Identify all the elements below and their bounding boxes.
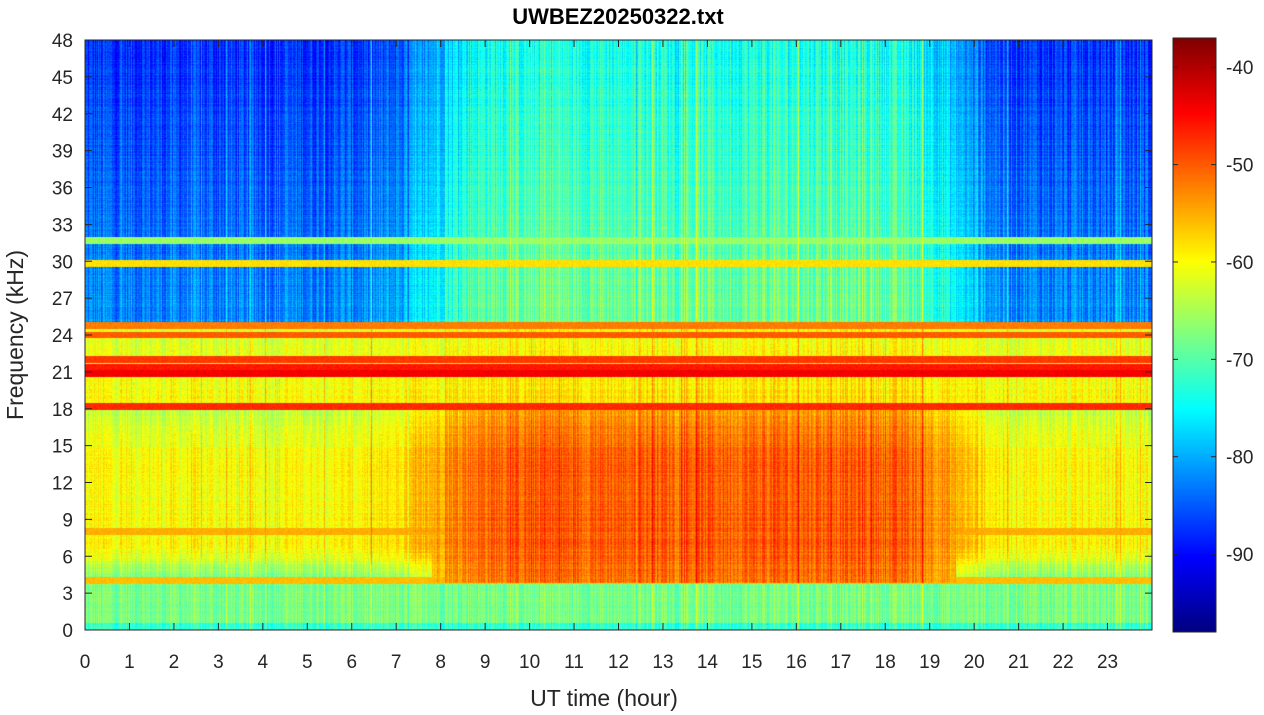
x-tick-label: 13 <box>652 652 673 673</box>
x-tick-label: 11 <box>564 652 584 673</box>
x-tick-label: 3 <box>213 652 224 673</box>
y-tick-label: 33 <box>52 215 73 236</box>
x-tick-label: 5 <box>302 652 313 673</box>
x-tick-label: 20 <box>964 652 985 673</box>
colorbar-tick-label: -70 <box>1226 350 1253 371</box>
x-tick-label: 19 <box>919 652 940 673</box>
x-tick-label: 9 <box>480 652 491 673</box>
x-tick-label: 2 <box>169 652 180 673</box>
x-tick-label: 18 <box>875 652 896 673</box>
x-tick-label: 12 <box>608 652 629 673</box>
x-tick-label: 4 <box>258 652 269 673</box>
x-tick-label: 15 <box>741 652 762 673</box>
y-tick-label: 36 <box>52 179 73 200</box>
colorbar-gradient <box>1173 38 1216 632</box>
x-tick-label: 16 <box>786 652 807 673</box>
y-tick-label: 48 <box>52 31 73 52</box>
y-tick-label: 24 <box>52 326 74 347</box>
y-tick-label: 21 <box>52 363 73 384</box>
spectrogram-plot <box>84 39 1153 631</box>
x-tick-label: 0 <box>80 652 91 673</box>
colorbar-tick-label: -40 <box>1226 58 1253 79</box>
y-tick-label: 45 <box>52 68 73 89</box>
y-tick-label: 15 <box>52 437 73 458</box>
chart-title: UWBEZ20250322.txt <box>512 4 724 29</box>
x-tick-label: 21 <box>1008 652 1029 673</box>
colorbar-tick-label: -50 <box>1226 156 1253 177</box>
y-tick-label: 3 <box>62 584 73 605</box>
x-tick-label: 14 <box>697 652 719 673</box>
x-axis: 0 1 2 3 4 5 6 7 8 9 10 11 12 13 14 15 16 17 18 19 20 21 22 23 <box>80 40 1118 673</box>
y-tick-label: 39 <box>52 142 73 163</box>
x-tick-label: 6 <box>346 652 357 673</box>
y-tick-label: 0 <box>62 621 73 642</box>
y-tick-label: 18 <box>52 400 73 421</box>
colorbar-tick-label: -90 <box>1226 545 1253 566</box>
colorbar-tick-label: -60 <box>1226 253 1253 274</box>
y-axis-title: Frequency (kHz) <box>2 250 28 420</box>
colorbar-frame <box>1172 37 1217 633</box>
x-tick-label: 8 <box>435 652 446 673</box>
y-tick-label: 42 <box>52 105 73 126</box>
colorbar: -90 -80 -70 -60 -50 -40 <box>1172 37 1253 633</box>
x-tick-label: 22 <box>1053 652 1074 673</box>
x-axis-title: UT time (hour) <box>530 685 678 711</box>
x-tick-label: 17 <box>830 652 851 673</box>
colorbar-tick-label: -80 <box>1226 448 1253 469</box>
colorbar-ticks: -90 -80 -70 -60 -50 -40 <box>1173 58 1253 566</box>
x-tick-label: 10 <box>519 652 540 673</box>
y-tick-label: 27 <box>52 289 73 310</box>
x-tick-label: 7 <box>391 652 402 673</box>
y-tick-label: 12 <box>52 474 73 495</box>
y-tick-label: 30 <box>52 252 73 273</box>
x-tick-label: 1 <box>124 652 135 673</box>
x-tick-label: 23 <box>1097 652 1118 673</box>
y-tick-label: 9 <box>62 510 73 531</box>
spectrogram-image <box>85 40 1152 630</box>
y-tick-label: 6 <box>62 547 73 568</box>
